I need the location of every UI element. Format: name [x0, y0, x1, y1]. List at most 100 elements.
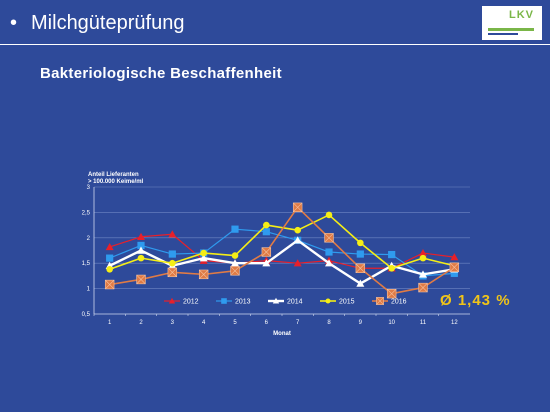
legend-label: 2012 — [183, 299, 199, 306]
data-point — [137, 246, 145, 254]
x-tick-label: 8 — [327, 320, 331, 326]
data-point — [357, 239, 364, 247]
data-point — [355, 263, 366, 273]
data-point-cross — [387, 289, 397, 299]
data-point — [325, 211, 333, 219]
data-point — [198, 269, 209, 280]
x-tick-label: 5 — [233, 320, 237, 326]
data-point-cross — [418, 282, 428, 293]
x-tick-labels: 1 2 3 4 5 6 7 8 9 10 11 12 — [93, 314, 458, 326]
legend-item-2015: 2015 — [320, 298, 355, 306]
data-point — [376, 297, 384, 305]
data-point — [450, 269, 458, 277]
data-point — [221, 298, 227, 304]
data-point — [168, 297, 176, 304]
data-point — [418, 282, 428, 293]
data-point-cross — [376, 297, 384, 305]
data-point — [293, 236, 302, 244]
lkv-logo: LKV — [482, 6, 542, 40]
x-tick-label: 10 — [388, 320, 395, 326]
data-point — [449, 262, 460, 272]
data-point — [294, 226, 301, 234]
data-point — [104, 279, 115, 290]
data-point — [419, 254, 427, 262]
y-tick-label: 0,5 — [82, 312, 91, 318]
data-point — [419, 270, 427, 278]
data-point — [168, 230, 177, 238]
logo-bar-secondary — [488, 33, 518, 35]
data-point — [419, 249, 427, 257]
header-divider — [0, 44, 550, 45]
legend-item-2012: 2012 — [164, 297, 199, 306]
data-point — [325, 259, 333, 267]
legend-label: 2013 — [235, 299, 251, 306]
y-tick-label: 2 — [87, 236, 91, 242]
series-2016 — [104, 202, 460, 299]
data-point — [136, 274, 146, 285]
legend-item-2014: 2014 — [268, 297, 303, 306]
y-axis-label-line1: Anteil Lieferanten — [88, 172, 139, 178]
series-line — [109, 214, 455, 271]
y-tick-label: 1 — [87, 287, 91, 293]
x-tick-label: 12 — [451, 320, 458, 326]
series-line — [109, 206, 455, 295]
legend-item-2016: 2016 — [372, 297, 407, 306]
logo-bar — [488, 28, 534, 31]
data-point — [450, 253, 459, 261]
data-series — [104, 202, 460, 299]
data-point — [231, 225, 239, 233]
data-point — [356, 279, 365, 287]
data-point-cross — [355, 263, 365, 273]
data-point-cross — [199, 269, 209, 279]
data-point-cross — [449, 262, 459, 272]
x-tick-label: 9 — [359, 320, 363, 326]
data-point — [262, 228, 270, 236]
data-point — [324, 233, 334, 243]
data-point — [199, 254, 208, 262]
data-point — [168, 250, 176, 258]
legend-label: 2016 — [391, 299, 407, 306]
x-tick-label: 11 — [420, 320, 427, 326]
legend-item-2013: 2013 — [216, 298, 251, 306]
data-point — [167, 267, 178, 278]
average-label: Ø 1,43 % — [440, 292, 511, 309]
grid-lines — [94, 186, 470, 289]
data-point-cross — [105, 279, 115, 290]
data-point — [230, 266, 240, 276]
slide-subtitle: Bakteriologische Beschaffenheit — [40, 65, 282, 82]
data-point-cross — [230, 266, 240, 276]
data-point — [325, 298, 331, 304]
data-point — [261, 247, 272, 257]
data-point-cross — [136, 274, 146, 285]
data-point — [386, 288, 397, 299]
data-point — [292, 202, 303, 213]
data-point — [263, 221, 270, 229]
data-point — [105, 242, 114, 251]
data-point — [169, 259, 176, 267]
x-tick-label: 6 — [265, 320, 269, 326]
data-point — [325, 248, 333, 256]
data-point-cross — [293, 202, 303, 212]
x-tick-label: 4 — [202, 320, 206, 326]
data-point — [106, 254, 114, 262]
legend-label: 2014 — [287, 299, 303, 306]
data-point — [137, 232, 145, 240]
data-point — [356, 250, 364, 258]
y-tick-labels: 0,5 1 1,5 2 2,5 3 — [82, 185, 91, 318]
y-tick-label: 2,5 — [82, 210, 91, 216]
logo-text: LKV — [509, 9, 534, 21]
data-point — [272, 297, 280, 304]
legend-label: 2015 — [339, 299, 355, 306]
title-bullet: • — [10, 12, 18, 34]
y-axis-label-line2: > 100.000 Keime/ml — [88, 179, 144, 185]
x-tick-label: 7 — [296, 320, 300, 326]
chart-legend: 2012 2013 2014 2015 2016 — [164, 297, 407, 306]
x-tick-label: 3 — [171, 320, 175, 326]
y-tick-label: 3 — [87, 185, 91, 191]
x-tick-label: 1 — [108, 320, 112, 326]
data-point — [262, 259, 271, 267]
data-point-cross — [261, 247, 271, 257]
series-line — [109, 228, 455, 277]
data-point — [231, 252, 239, 259]
